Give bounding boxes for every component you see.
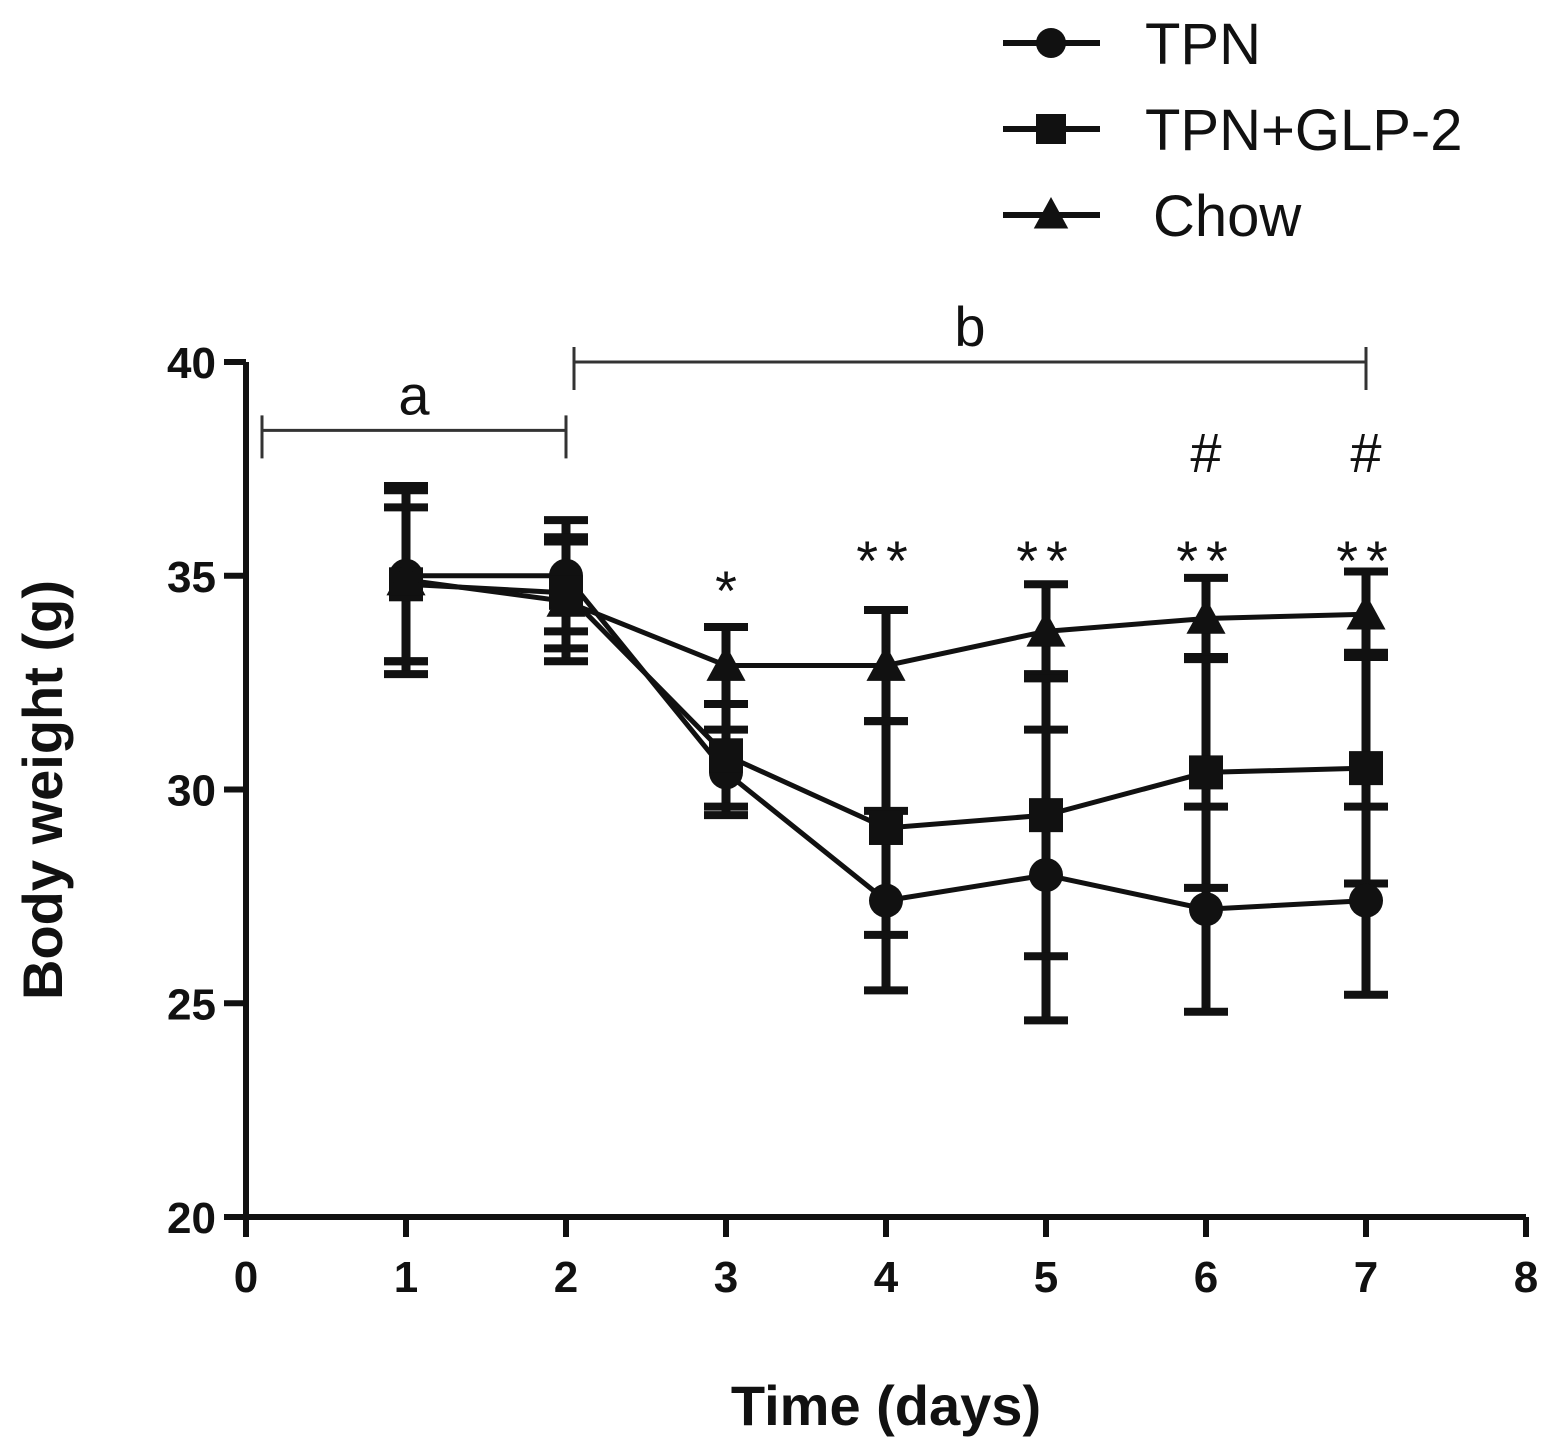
x-tick-label: 5 <box>1034 1253 1058 1302</box>
legend-marker-tpn-glp-2 <box>1036 114 1066 144</box>
x-tick-label: 4 <box>874 1253 899 1302</box>
y-tick-label: 20 <box>167 1194 216 1243</box>
point-tpn-glp-2 <box>869 810 903 845</box>
legend-label-chow: Chow <box>1153 184 1302 249</box>
point-chow <box>386 559 426 596</box>
asterisk-annotation: ** <box>1176 529 1236 592</box>
x-tick-label: 3 <box>714 1253 738 1302</box>
y-axis-label: Body weight (g) <box>11 580 74 1000</box>
point-chow <box>706 645 746 681</box>
bracket-label: a <box>398 363 430 426</box>
series-markers <box>386 558 1386 927</box>
asterisk-annotation: * <box>715 559 737 622</box>
point-tpn <box>1349 883 1383 918</box>
y-tick-label: 40 <box>167 339 216 388</box>
y-tick-label: 35 <box>167 553 216 602</box>
legend-marker-chow <box>1033 197 1069 229</box>
y-tick-label: 30 <box>167 767 216 816</box>
legend-marker-tpn <box>1036 28 1066 58</box>
asterisk-annotation: ** <box>1336 529 1396 592</box>
hash-annotation: # <box>1350 421 1381 484</box>
x-tick-label: 6 <box>1194 1253 1218 1302</box>
legend-label-tpn-glp-2: TPN+GLP-2 <box>1145 98 1463 163</box>
point-tpn-glp-2 <box>1029 798 1063 833</box>
point-tpn-glp-2 <box>1349 751 1383 786</box>
x-axis-label: Time (days) <box>731 1374 1041 1437</box>
point-tpn <box>1189 892 1223 927</box>
x-tick-label: 2 <box>554 1253 578 1302</box>
bracket-label: b <box>954 295 985 358</box>
x-tick-label: 8 <box>1514 1253 1538 1302</box>
x-tick-label: 0 <box>234 1253 258 1302</box>
legend: TPN TPN+GLP-2 Chow <box>1003 12 1463 249</box>
point-chow <box>1346 593 1386 630</box>
hash-annotation: # <box>1190 421 1221 484</box>
significance-annotations: * ** **#**#** <box>715 421 1396 622</box>
point-tpn <box>869 883 903 918</box>
point-tpn-glp-2 <box>709 738 743 773</box>
point-chow <box>546 581 586 617</box>
point-chow <box>1026 610 1066 647</box>
point-tpn-glp-2 <box>1189 755 1223 790</box>
point-chow <box>1186 598 1226 634</box>
x-tick-label: 1 <box>394 1253 418 1302</box>
axes: 0 1 2 3 4 5 6 7 8 20 25 30 35 40 <box>167 339 1538 1302</box>
y-tick-label: 25 <box>167 980 216 1029</box>
significance-brackets: ab <box>260 295 1368 459</box>
asterisk-annotation: ** <box>1016 529 1076 592</box>
point-tpn <box>1029 858 1063 892</box>
x-tick-label: 7 <box>1354 1253 1378 1302</box>
asterisk-annotation: ** <box>856 529 916 592</box>
point-chow <box>866 645 906 681</box>
legend-label-tpn: TPN <box>1145 12 1261 77</box>
